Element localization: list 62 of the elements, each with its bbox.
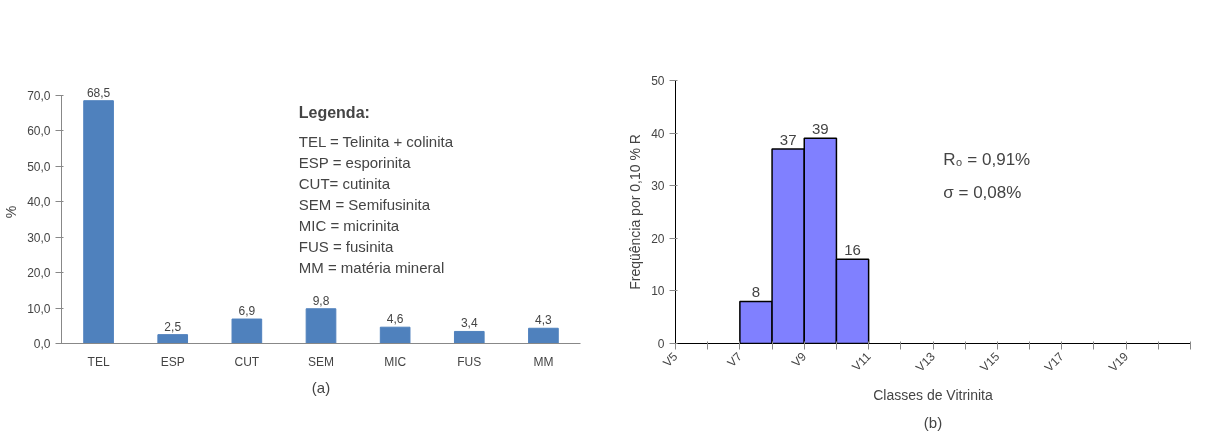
y-tick-label: 50,0 — [27, 159, 51, 174]
y-axis-title: Freqüência por 0,10 % R — [627, 134, 644, 290]
x-tick-label: CUT — [234, 354, 260, 369]
data-label: 4,6 — [386, 312, 404, 327]
bar — [305, 308, 337, 344]
x-tick-label: MIC — [384, 354, 407, 369]
annotation: R₀ = 0,91% — [943, 149, 1031, 169]
y-tick-label: 70,0 — [27, 88, 51, 103]
data-label: 16 — [844, 241, 861, 259]
annotation: CUT= cutinita — [298, 175, 391, 193]
bar — [83, 100, 114, 344]
y-tick-label: 20 — [651, 231, 665, 246]
x-tick-label: TEL — [87, 354, 110, 369]
x-tick-label: V11 — [849, 349, 874, 374]
y-tick-label: 60,0 — [27, 124, 51, 139]
y-tick-label: 30 — [651, 179, 665, 194]
bar — [157, 334, 189, 344]
x-tick-label: V17 — [1041, 349, 1067, 375]
y-tick-label: 10 — [651, 284, 665, 299]
y-tick-label: 10,0 — [27, 301, 51, 316]
bar — [231, 318, 263, 344]
x-tick-label: ESP — [160, 354, 185, 369]
data-label: 68,5 — [86, 85, 111, 100]
data-label: 39 — [812, 120, 829, 138]
data-label: 2,5 — [164, 319, 182, 334]
y-tick-label: 40 — [651, 126, 665, 141]
data-label: 37 — [779, 130, 797, 148]
data-label: 4,3 — [535, 313, 553, 328]
bar — [528, 327, 559, 344]
bar — [379, 326, 411, 344]
y-tick-label: 0,0 — [33, 337, 51, 351]
x-tick-label: V5 — [660, 349, 681, 370]
data-label: 3,4 — [460, 316, 478, 331]
x-tick-label: MM — [533, 354, 554, 369]
annotation: Legenda: — [298, 104, 370, 122]
annotation: TEL = Telinita + colinita — [298, 133, 454, 151]
x-tick-label: V9 — [788, 349, 810, 370]
data-label: 8 — [751, 283, 761, 301]
x-axis-title: Classes de Vitrinita — [873, 387, 993, 404]
x-tick-label: FUS — [457, 354, 482, 369]
text: (a) — [311, 378, 331, 396]
annotation: ESP = esporinita — [298, 154, 412, 172]
x-tick-label: V19 — [1106, 349, 1132, 375]
x-tick-label: V7 — [724, 349, 746, 370]
annotation: MIC = micrinita — [298, 217, 400, 235]
text: (b) — [923, 413, 943, 431]
x-tick-label: V15 — [977, 349, 1003, 375]
annotation: σ = 0,08% — [943, 182, 1022, 202]
bar — [453, 330, 485, 344]
annotation: SEM = Semifusinita — [298, 196, 431, 214]
x-tick-label: SEM — [308, 354, 335, 369]
y-tick-label: 50 — [651, 74, 665, 88]
x-tick-label: V13 — [912, 349, 939, 375]
annotation: MM = matéria mineral — [298, 259, 445, 277]
y-tick-label: 0 — [657, 337, 665, 351]
y-tick-label: 30,0 — [27, 230, 51, 245]
y-tick-label: 20,0 — [27, 266, 51, 281]
data-label: 9,8 — [312, 293, 330, 308]
y-tick-label: 40,0 — [27, 195, 51, 210]
data-label: 6,9 — [238, 304, 256, 319]
annotation: FUS = fusinita — [298, 238, 395, 256]
y-axis-title: % — [3, 205, 20, 219]
